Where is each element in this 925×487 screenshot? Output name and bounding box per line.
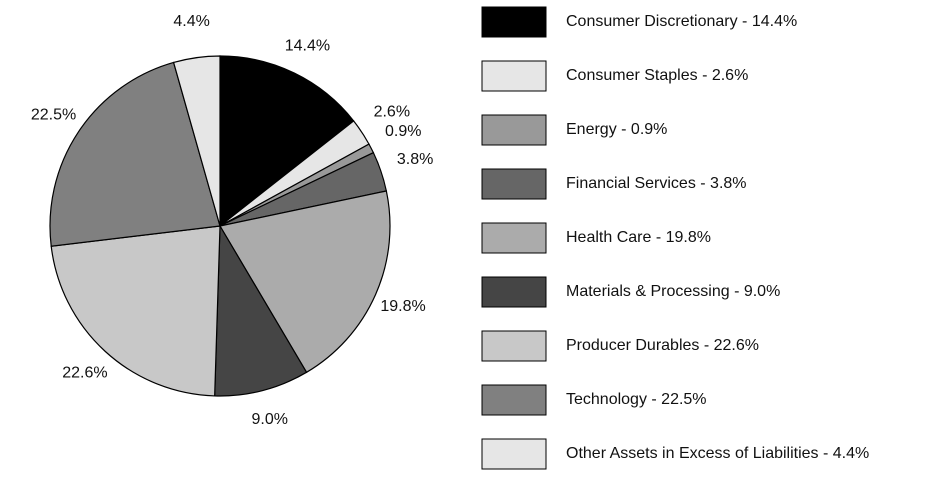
- slice-label: 19.8%: [380, 298, 425, 315]
- legend-swatch: [481, 114, 547, 146]
- pie-slice: [50, 225, 221, 397]
- slice-label: 4.4%: [173, 13, 209, 30]
- slice-label: 2.6%: [374, 104, 410, 121]
- legend-swatch: [481, 438, 547, 470]
- pie-slice: [49, 61, 221, 247]
- legend-swatch: [481, 222, 547, 254]
- pie-slice: [219, 55, 355, 228]
- legend-swatch: [481, 6, 547, 38]
- pie-slice: [172, 55, 221, 227]
- legend-label: Energy - 0.9%: [566, 121, 667, 138]
- slice-label: 9.0%: [252, 411, 288, 428]
- legend-swatch: [481, 60, 547, 92]
- slice-label: 14.4%: [285, 37, 330, 54]
- legend-label: Financial Services - 3.8%: [566, 175, 747, 192]
- legend-label: Consumer Staples - 2.6%: [566, 67, 748, 84]
- legend-swatch: [481, 276, 547, 308]
- legend-label: Consumer Discretionary - 14.4%: [566, 13, 797, 30]
- legend-label: Producer Durables - 22.6%: [566, 337, 759, 354]
- legend-label: Health Care - 19.8%: [566, 229, 711, 246]
- legend-swatch: [481, 384, 547, 416]
- slice-label: 22.5%: [31, 106, 76, 123]
- legend-swatch: [481, 168, 547, 200]
- legend-label: Technology - 22.5%: [566, 391, 707, 408]
- legend-label: Materials & Processing - 9.0%: [566, 283, 780, 300]
- legend-swatch: [481, 330, 547, 362]
- slice-label: 3.8%: [397, 151, 433, 168]
- slice-label: 0.9%: [385, 123, 421, 140]
- pie-slice: [214, 223, 308, 397]
- pie-slice: [219, 190, 391, 374]
- slice-label: 22.6%: [62, 365, 107, 382]
- legend-label: Other Assets in Excess of Liabilities - …: [566, 445, 869, 462]
